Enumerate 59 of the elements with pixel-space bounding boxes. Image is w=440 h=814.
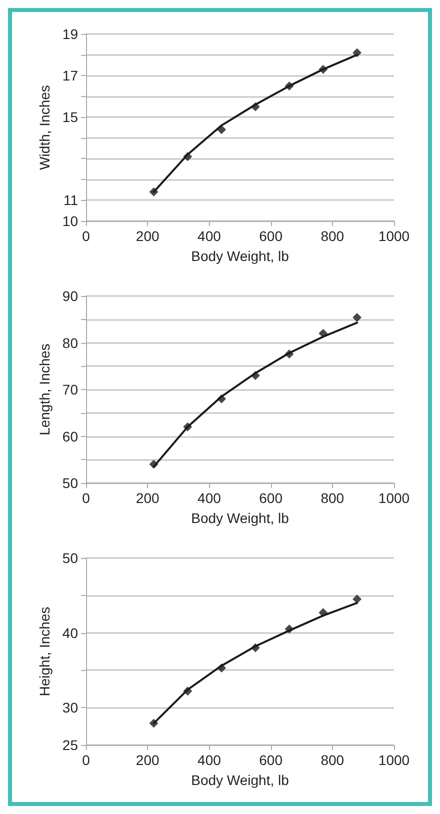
point (250, 102, 260, 112)
point (318, 328, 328, 338)
x-tick-label: 800 (320, 752, 344, 768)
point (318, 608, 328, 618)
y-tick-label: 50 (62, 475, 78, 491)
y-axis-title: Height, Inches (36, 606, 53, 696)
point (352, 594, 362, 604)
point (250, 643, 260, 652)
x-tick-label: 800 (320, 490, 344, 506)
y-tick-label: 80 (62, 334, 78, 351)
y-tick-label: 70 (62, 382, 78, 398)
point (217, 125, 226, 134)
y-axis-title: Width, Inches (36, 85, 53, 170)
x-tick-label: 1000 (378, 490, 410, 506)
x-tick-label: 400 (198, 490, 222, 506)
x-axis-title: Body Weight, lb (191, 772, 290, 788)
x-tick-label: 0 (82, 490, 90, 506)
point (352, 48, 362, 58)
x-tick-label: 800 (320, 228, 344, 244)
point (284, 349, 294, 358)
y-tick-label: 11 (63, 192, 78, 208)
point (149, 718, 158, 728)
point (149, 187, 158, 196)
point (149, 460, 158, 469)
point (183, 152, 192, 162)
x-tick-label: 0 (82, 752, 90, 768)
point (183, 686, 192, 696)
x-tick-label: 1000 (378, 228, 410, 244)
point (217, 663, 226, 672)
point (284, 624, 294, 634)
y-tick-label: 90 (62, 288, 78, 304)
point (183, 422, 192, 432)
x-axis-title: Body Weight, lb (191, 510, 290, 526)
x-tick-label: 600 (259, 752, 283, 768)
point (284, 81, 294, 90)
x-tick-label: 200 (136, 490, 160, 506)
y-tick-label: 50 (62, 550, 78, 566)
x-axis-title: Body Weight, lb (191, 248, 290, 264)
x-tick-label: 600 (259, 228, 283, 244)
x-tick-label: 200 (136, 228, 160, 244)
y-tick-label: 17 (62, 68, 78, 84)
point (352, 313, 362, 322)
point (318, 64, 328, 74)
y-tick-label: 19 (62, 26, 78, 42)
y-tick-label: 60 (62, 428, 78, 444)
y-tick-label: 15 (62, 109, 78, 126)
x-tick-label: 1000 (378, 752, 410, 768)
y-axis-title: Length, Inches (36, 344, 53, 436)
y-tick-label: 40 (62, 624, 78, 641)
y-tick-label: 30 (62, 700, 78, 716)
x-tick-label: 400 (198, 752, 222, 768)
x-tick-label: 600 (259, 490, 283, 506)
y-tick-label: 10 (62, 213, 78, 229)
point (250, 370, 260, 380)
x-tick-label: 200 (136, 752, 160, 768)
point (217, 394, 226, 404)
x-tick-label: 0 (82, 228, 90, 244)
x-tick-label: 400 (198, 228, 222, 244)
y-tick-label: 25 (62, 737, 78, 753)
